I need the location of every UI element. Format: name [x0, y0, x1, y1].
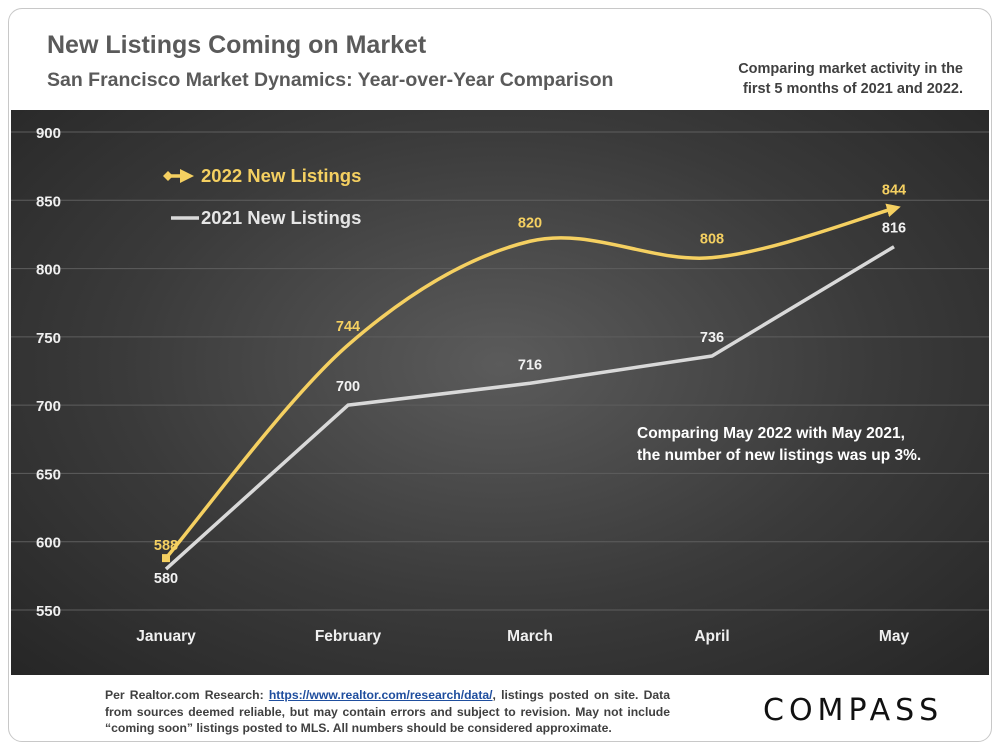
y-tick-label: 900 [36, 125, 61, 142]
chart-annotation: the number of new listings was up 3%. [637, 447, 921, 464]
y-tick-label: 650 [36, 466, 61, 483]
footnote-suffix: , listings posted on site. Data from sou… [105, 688, 670, 735]
series-line-2022 [164, 203, 901, 560]
comparison-note: Comparing market activity in the first 5… [738, 61, 963, 97]
x-tick-label: April [694, 628, 729, 645]
chart-card: New Listings Coming on Market San Franci… [8, 8, 992, 742]
data-label-2021: 736 [700, 330, 724, 346]
y-tick-label: 800 [36, 262, 61, 279]
y-tick-label: 700 [36, 398, 61, 415]
data-label-2021: 816 [882, 221, 906, 237]
start-marker-2022 [162, 554, 170, 563]
x-tick-label: May [879, 628, 910, 645]
source-footnote: Per Realtor.com Research: https://www.re… [105, 687, 670, 737]
data-label-2021: 700 [336, 379, 360, 395]
source-link[interactable]: https://www.realtor.com/research/data/ [268, 688, 493, 702]
y-tick-label: 550 [36, 603, 61, 620]
y-tick-label: 850 [36, 193, 61, 210]
legend-label-2022: 2022 New Listings [201, 165, 361, 186]
footnote-prefix: Per Realtor.com Research: [105, 688, 264, 702]
legend-diamond-icon [163, 171, 173, 181]
page-title: New Listings Coming on Market [47, 31, 427, 59]
series-line-2021 [164, 245, 895, 571]
chart-area: 550 600 650 700 750 800 850 900 January February M… [11, 110, 989, 675]
data-label-2022: 844 [882, 182, 906, 198]
data-label-2021: 580 [154, 571, 178, 587]
compass-logo: COMPASS [763, 693, 944, 728]
line-chart: 550 600 650 700 750 800 850 900 January February M… [11, 125, 989, 645]
legend-label-2021: 2021 New Listings [201, 207, 361, 228]
x-tick-label: March [507, 628, 553, 645]
chart-annotation: Comparing May 2022 with May 2021, [637, 425, 905, 442]
data-label-2022: 588 [154, 538, 178, 554]
y-tick-label: 750 [36, 330, 61, 347]
data-label-2021: 716 [518, 357, 542, 373]
data-label-2022: 744 [336, 319, 360, 335]
page-subtitle: San Francisco Market Dynamics: Year-over… [47, 69, 614, 91]
data-label-2022: 820 [518, 215, 542, 231]
y-tick-label: 600 [36, 535, 61, 552]
x-tick-label: January [136, 628, 196, 645]
data-label-2022: 808 [700, 232, 724, 248]
x-tick-label: February [315, 628, 382, 645]
